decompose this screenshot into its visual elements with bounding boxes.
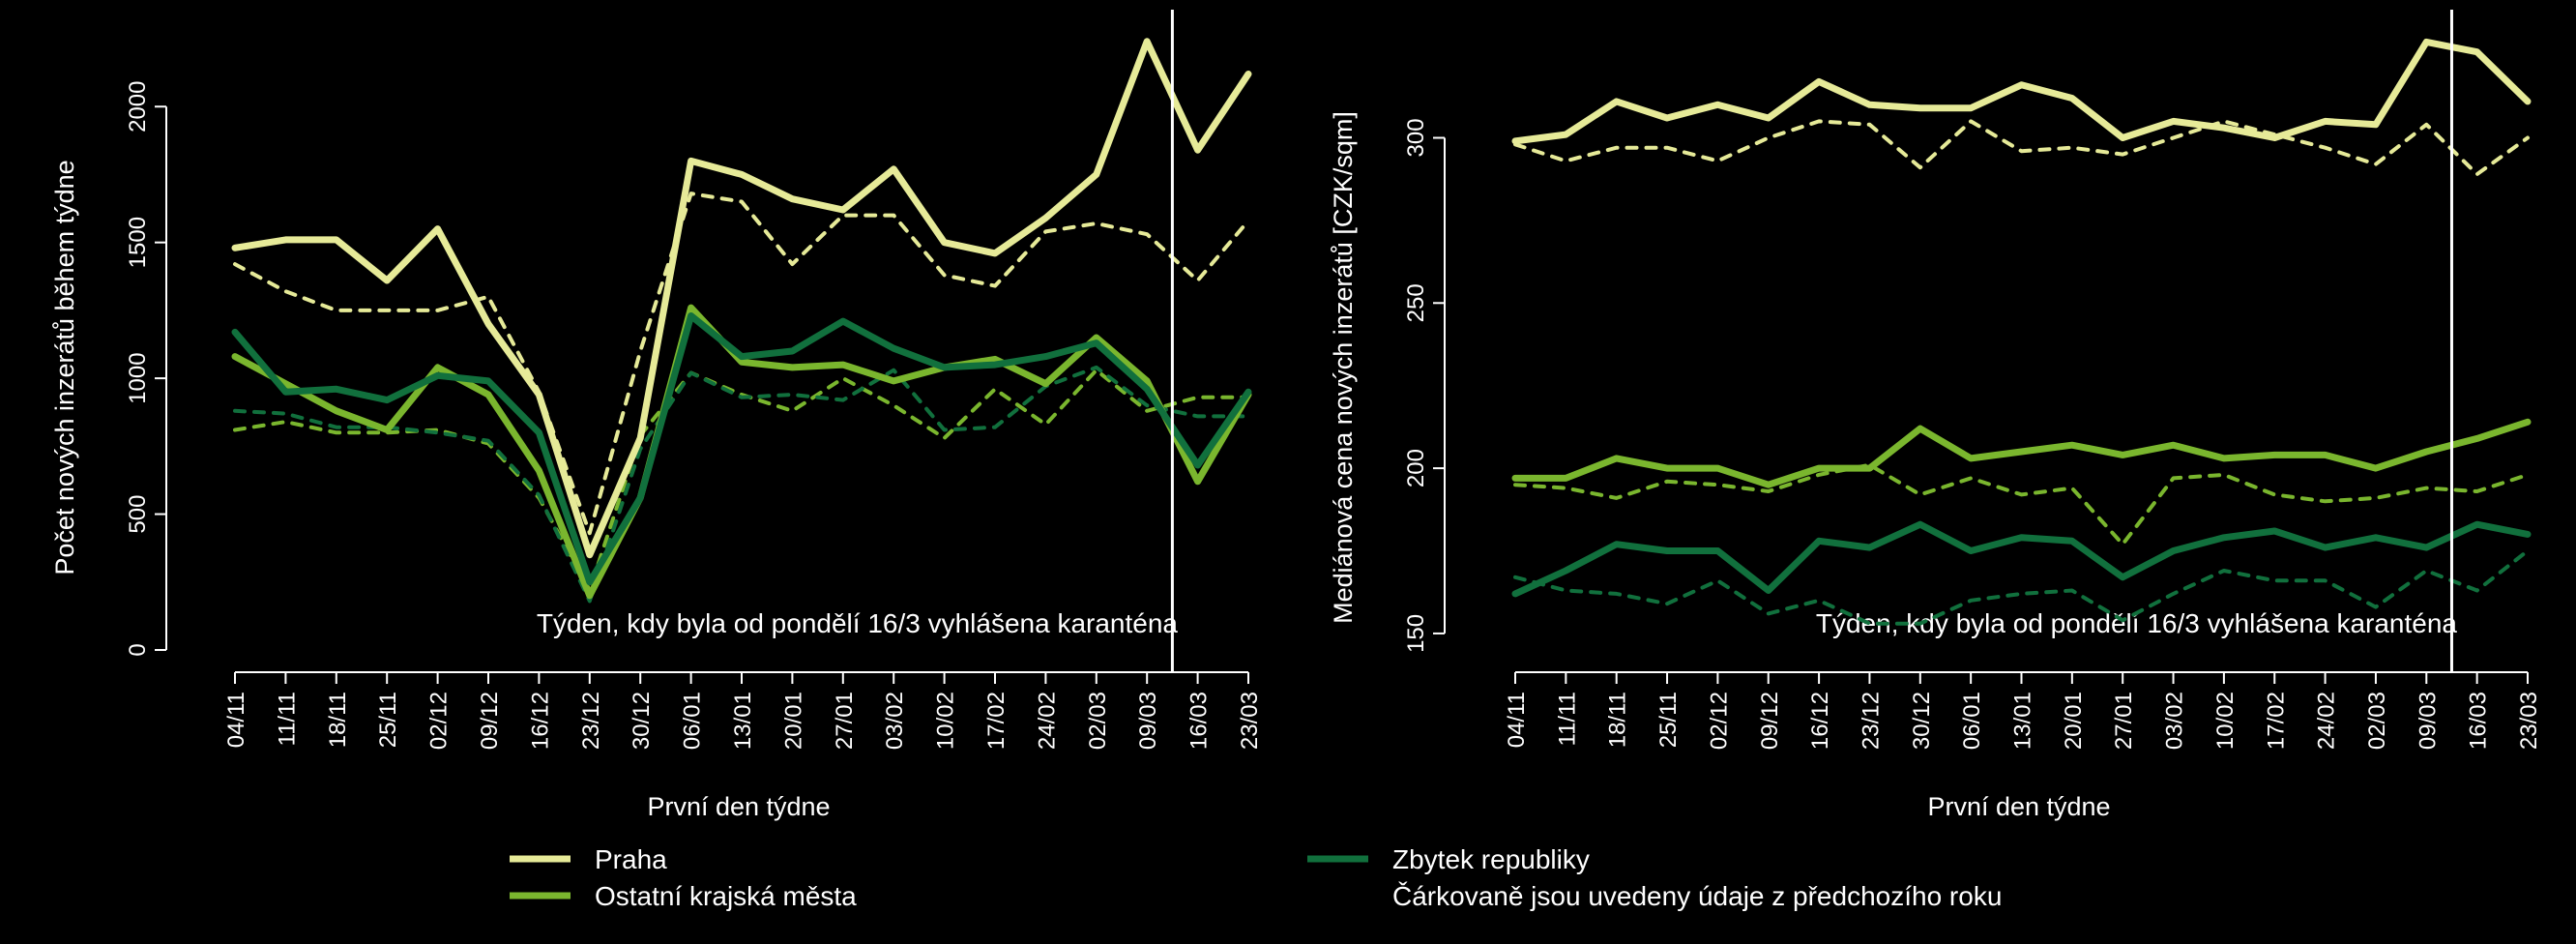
chart-panel-listings-count: Počet nových inzerátů během týdne První …: [50, 10, 1263, 821]
x-tick-label: 20/01: [2061, 692, 2087, 750]
x-tick-label: 02/12: [426, 692, 453, 750]
x-tick-label: 06/01: [680, 692, 706, 750]
chart-panel-median-price: Mediánová cena nových inzerátů [CZK/sqm]…: [1329, 10, 2542, 821]
series-lines: [231, 38, 1252, 604]
x-tick-label: 25/11: [375, 692, 401, 748]
x-tick-label: 03/02: [2162, 692, 2188, 750]
x-tick-label: 09/12: [477, 692, 503, 750]
series-zbytek: [231, 312, 1252, 586]
x-tick-label: 02/03: [1085, 692, 1111, 750]
legend: Praha Ostatní krajská města Zbytek repub…: [510, 844, 2002, 911]
x-tick-label: 13/01: [2010, 692, 2036, 750]
x-tick-label: 23/03: [2516, 692, 2542, 750]
x-tick-label: 06/01: [1959, 692, 1985, 750]
series-lines: [1511, 38, 2532, 626]
x-tick-label: 10/02: [2212, 692, 2239, 750]
x-axis: 04/11 11/11 18/11 25/11 02/12 09/12 16/12 23/12…: [223, 671, 1263, 750]
series-praha-previous-year: [233, 192, 1250, 536]
series-krajska-previous-year: [233, 368, 1250, 593]
x-axis-label: První den týdne: [647, 792, 830, 821]
series-praha: [231, 38, 1252, 559]
y-axis-label: Mediánová cena nových inzerátů [CZK/sqm]: [1329, 111, 1358, 624]
x-tick-label: 10/02: [933, 692, 959, 750]
x-tick-label: 17/02: [983, 692, 1010, 750]
y-axis-label: Počet nových inzerátů během týdne: [50, 160, 79, 575]
x-tick-label: 24/02: [1034, 692, 1060, 750]
y-axis: 0 500 1000 1500 2000: [125, 81, 167, 657]
y-tick-label: 250: [1403, 283, 1429, 322]
x-tick-label: 20/01: [780, 692, 806, 750]
x-tick-label: 23/03: [1237, 692, 1263, 750]
legend-label-krajska: Ostatní krajská města: [595, 881, 857, 911]
x-tick-label: 16/03: [1186, 692, 1213, 750]
y-tick-label: 1500: [125, 217, 151, 268]
series-zbytek: [1511, 520, 2532, 598]
x-tick-label: 23/12: [578, 692, 604, 750]
x-tick-label: 02/12: [1706, 692, 1732, 750]
x-tick-label: 04/11: [1504, 692, 1530, 748]
series-praha-previous-year: [1513, 119, 2530, 177]
y-axis: 150 200 250 300: [1403, 118, 1446, 653]
x-tick-label: 18/11: [325, 692, 351, 748]
series-krajska-previous-year: [1513, 462, 2530, 546]
series-zbytek-previous-year: [1513, 548, 2530, 626]
x-tick-label: 23/12: [1858, 692, 1884, 750]
x-axis: 04/11 11/11 18/11 25/11 02/12 09/12 16/12 23/12…: [1504, 671, 2542, 750]
y-tick-label: 300: [1403, 118, 1429, 157]
x-tick-label: 25/11: [1655, 692, 1682, 748]
y-tick-label: 0: [125, 643, 151, 656]
x-axis-label: První den týdne: [1927, 792, 2110, 821]
x-tick-label: 09/12: [1757, 692, 1783, 750]
x-tick-label: 03/02: [882, 692, 908, 750]
x-tick-label: 09/03: [1135, 692, 1161, 750]
legend-label-praha: Praha: [595, 844, 667, 874]
x-tick-label: 30/12: [629, 692, 655, 750]
x-tick-label: 02/03: [2364, 692, 2390, 750]
y-tick-label: 200: [1403, 449, 1429, 487]
x-tick-label: 17/02: [2263, 692, 2289, 750]
x-tick-label: 16/12: [1807, 692, 1833, 750]
series-krajska: [1511, 418, 2532, 488]
y-tick-label: 2000: [125, 81, 151, 133]
x-tick-label: 09/03: [2415, 692, 2441, 750]
x-tick-label: 27/01: [832, 692, 858, 750]
x-tick-label: 04/11: [223, 692, 249, 748]
x-tick-label: 18/11: [1605, 692, 1631, 748]
series-krajska: [231, 304, 1252, 600]
x-tick-label: 27/01: [2111, 692, 2137, 750]
quarantine-annotation: Týden, kdy byla od pondělí 16/3 vyhlášen…: [537, 608, 1179, 638]
legend-label-zbytek: Zbytek republiky: [1392, 844, 1590, 874]
x-tick-label: 24/02: [2314, 692, 2340, 750]
x-tick-label: 11/11: [1554, 692, 1580, 747]
y-tick-label: 150: [1403, 614, 1429, 653]
legend-note: Čárkovaně jsou uvedeny údaje z předchozí…: [1392, 881, 2002, 911]
x-tick-label: 16/03: [2466, 692, 2492, 750]
x-tick-label: 13/01: [730, 692, 756, 750]
series-praha: [1511, 38, 2532, 145]
series-zbytek-previous-year: [233, 365, 1250, 604]
y-tick-label: 500: [125, 495, 151, 534]
x-tick-label: 11/11: [274, 692, 300, 747]
x-tick-label: 30/12: [1909, 692, 1935, 750]
x-tick-label: 16/12: [527, 692, 553, 750]
y-tick-label: 1000: [125, 352, 151, 403]
